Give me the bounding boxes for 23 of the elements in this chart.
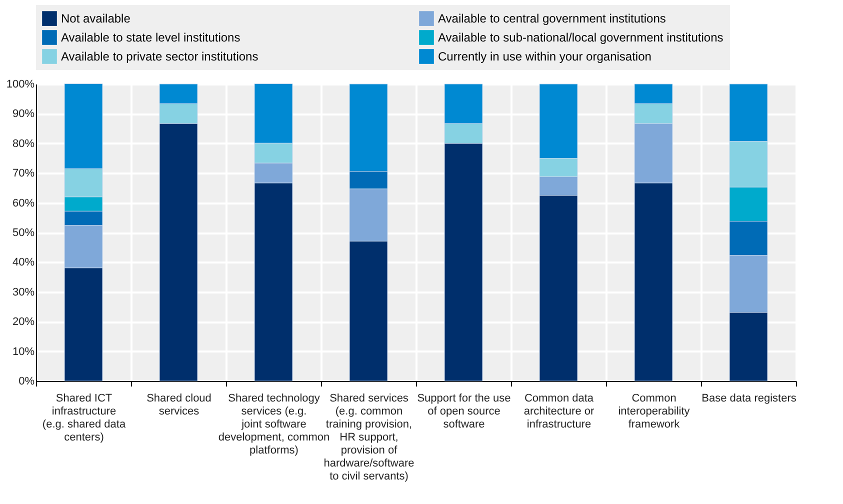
x-tick-label: Common interoperability framework xyxy=(618,392,690,430)
y-tick-label: 100% xyxy=(6,78,35,90)
y-tick-label: 0% xyxy=(18,376,35,388)
y-tick-label: 50% xyxy=(12,227,35,239)
x-tick-label: Shared ICT infrastructure (e.g. shared data centers) xyxy=(42,392,126,444)
x-tick-label: Support for the use of open source software xyxy=(417,392,511,430)
x-tick-label: Base data registers xyxy=(702,392,797,404)
legend-label: Currently in use within your organisation xyxy=(438,50,652,64)
x-tick-label: Shared cloud services xyxy=(146,392,212,418)
y-tick-label: 80% xyxy=(12,138,35,150)
legend-label: Not available xyxy=(61,12,131,26)
y-tick-label: 60% xyxy=(12,197,35,210)
y-tick-label: 90% xyxy=(12,108,35,120)
legend-label: Available to private sector institutions xyxy=(61,50,258,64)
y-tick-label: 70% xyxy=(12,168,35,180)
y-tick-label: 10% xyxy=(12,346,35,358)
x-tick-label: Common data architecture or infrastructure xyxy=(524,392,594,430)
legend-label: Available to sub-national/local government institutions xyxy=(438,30,724,44)
y-tick-label: 40% xyxy=(12,256,35,269)
y-tick-label: 30% xyxy=(12,286,35,298)
legend-label: Available to state level institutions xyxy=(61,30,240,44)
y-tick-label: 20% xyxy=(12,316,35,328)
legend-label: Available to central government institutions xyxy=(438,12,666,26)
